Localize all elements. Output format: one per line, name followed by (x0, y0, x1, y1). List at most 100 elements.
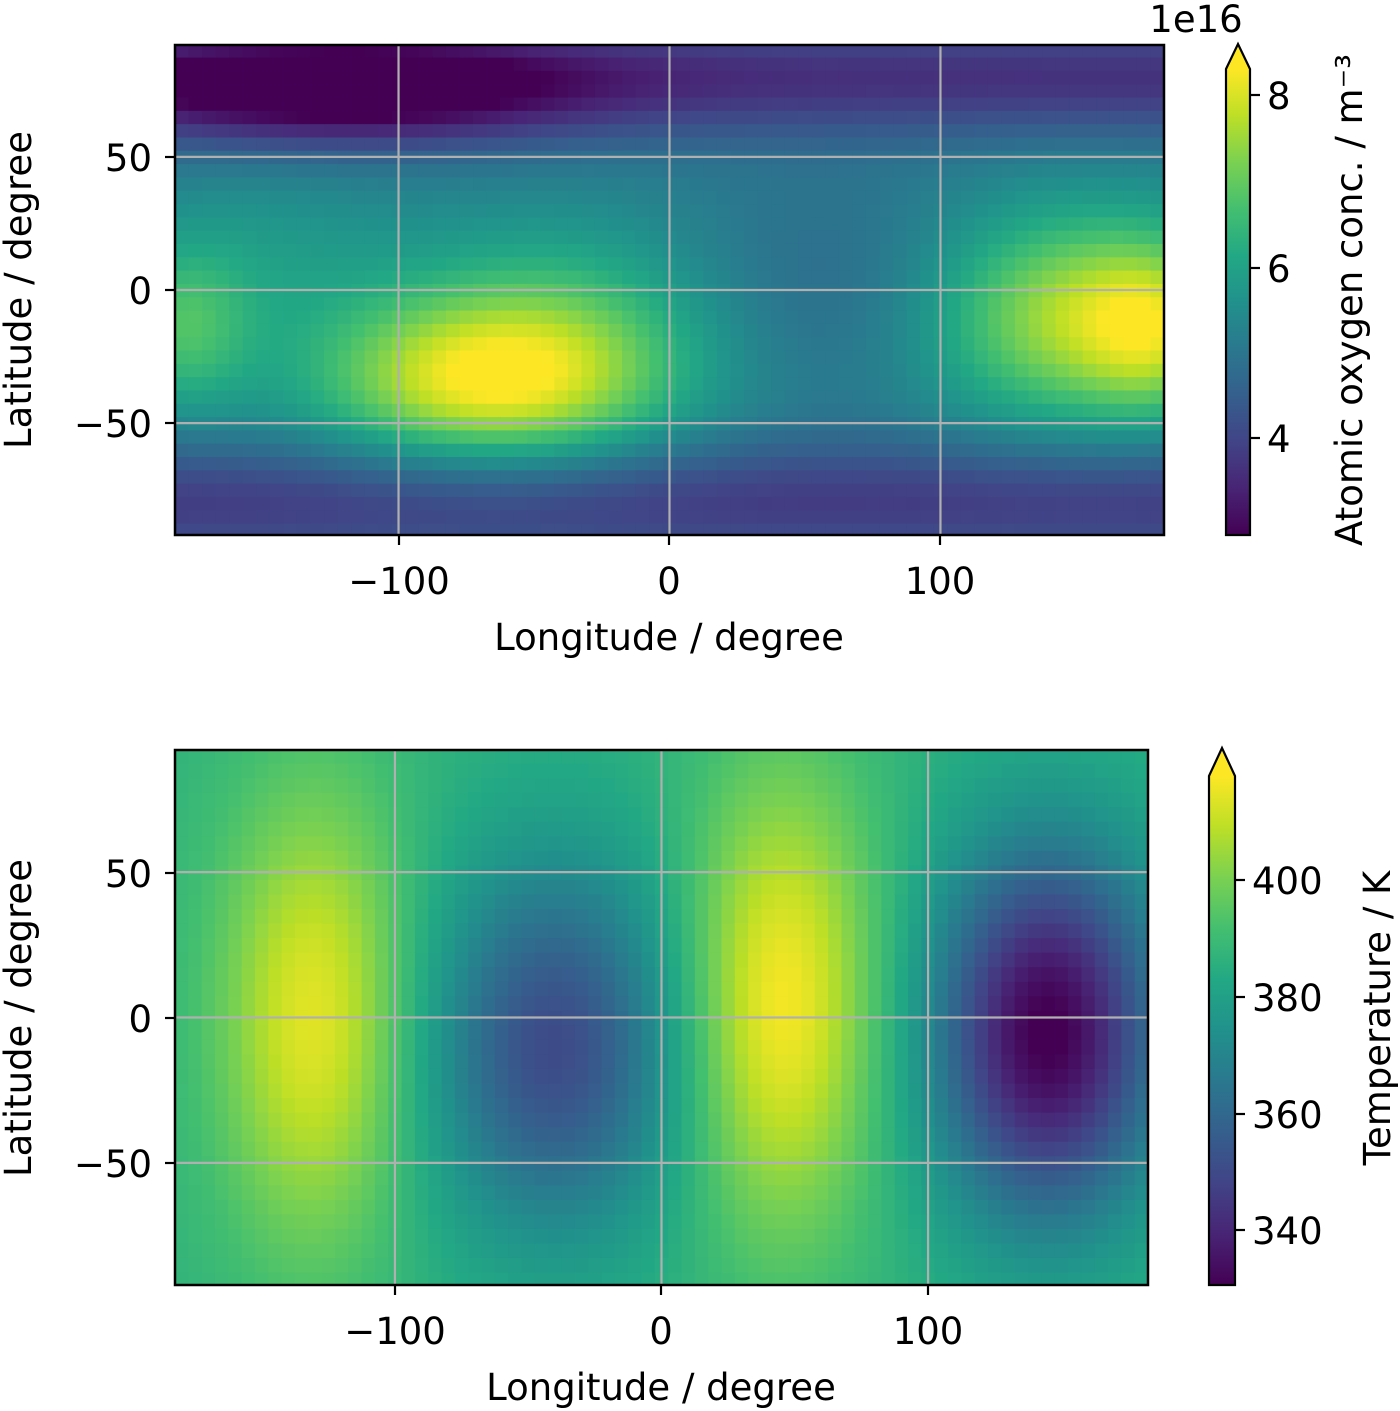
heatmap-cell (828, 821, 843, 837)
heatmap-cell (294, 1068, 309, 1084)
heatmap-cell (838, 376, 853, 391)
heatmap-cell (215, 136, 230, 151)
heatmap-cell (894, 1126, 909, 1142)
heatmap-cell (628, 1184, 643, 1200)
heatmap-cell (961, 750, 976, 764)
heatmap-cell (628, 1271, 643, 1286)
heatmap-cell (348, 1053, 363, 1069)
heatmap-cell (841, 893, 856, 910)
heatmap-cell (405, 389, 420, 404)
heatmap-cell (361, 966, 376, 982)
heatmap-cell (513, 256, 528, 271)
heatmap-cell (324, 389, 339, 404)
heatmap-cell (854, 981, 869, 997)
heatmap-cell (947, 469, 962, 484)
heatmap-cell (308, 1068, 323, 1084)
heatmap-cell (374, 1082, 389, 1099)
heatmap-cell (351, 296, 366, 311)
heatmap-cell (229, 456, 244, 471)
heatmap-cell (1150, 270, 1165, 284)
heatmap-cell (825, 123, 840, 138)
heatmap-cell (908, 981, 923, 997)
heatmap-cell (414, 806, 429, 822)
heatmap-cell (1136, 376, 1152, 391)
heatmap-cell (881, 1024, 896, 1040)
heatmap-cell (405, 363, 420, 378)
heatmap-cell (774, 1053, 789, 1069)
heatmap-cell (561, 835, 576, 851)
heatmap-cell (788, 1141, 803, 1157)
heatmap-cell (521, 1126, 536, 1142)
heatmap-cell (730, 456, 745, 471)
heatmap-cell (744, 123, 759, 138)
heatmap-cell (649, 96, 664, 111)
heatmap-cell (1001, 483, 1016, 497)
heatmap-cell (281, 1053, 296, 1069)
heatmap-cell (841, 1271, 856, 1286)
heatmap-cell (894, 908, 909, 924)
heatmap-cell (321, 1271, 336, 1286)
heatmap-cell (1136, 523, 1152, 536)
heatmap-cell (608, 296, 623, 311)
heatmap-cell (961, 981, 976, 997)
heatmap-cell (321, 893, 336, 910)
heatmap-cell (748, 835, 763, 851)
heatmap-cell (676, 389, 691, 404)
heatmap-cell (201, 750, 216, 764)
heatmap-cell (635, 483, 650, 497)
heatmap-cell (1150, 429, 1165, 444)
heatmap-cell (310, 349, 325, 364)
heatmap-cell (268, 821, 283, 837)
heatmap-cell (202, 190, 217, 205)
heatmap-cell (334, 879, 349, 895)
heatmap-cell (841, 1126, 856, 1142)
heatmap-cell (581, 523, 596, 536)
heatmap-cell (401, 1068, 416, 1084)
heatmap-cell (1136, 45, 1152, 58)
heatmap-cell (175, 1257, 189, 1273)
heatmap-cell (868, 1082, 883, 1099)
heatmap-cell (987, 56, 1003, 71)
heatmap-cell (974, 296, 989, 311)
heatmap-cell (348, 1097, 363, 1113)
heatmap-cell (1055, 523, 1070, 536)
heatmap-cell (814, 1228, 829, 1244)
heatmap-cell (418, 176, 434, 191)
heatmap-cell (676, 56, 691, 71)
heatmap-cell (1069, 230, 1084, 244)
heatmap-cell (828, 806, 843, 822)
colorbar-offset-text: 1e16 (1149, 0, 1242, 41)
heatmap-cell (668, 850, 683, 866)
heatmap-cell (548, 952, 563, 968)
heatmap-cell (364, 216, 379, 231)
heatmap-cell (414, 908, 429, 924)
heatmap-cell (228, 1271, 243, 1286)
heatmap-cell (841, 1024, 856, 1040)
heatmap-cell (628, 806, 643, 822)
heatmap-cell (708, 1126, 723, 1142)
heatmap-cell (1123, 96, 1138, 111)
heatmap-cell (361, 923, 376, 939)
heatmap-cell (348, 981, 363, 997)
heatmap-cell (401, 1184, 416, 1200)
heatmap-cell (188, 966, 203, 982)
heatmap-cell (1042, 176, 1057, 191)
heatmap-cell (308, 1111, 323, 1128)
heatmap-cell (561, 995, 576, 1011)
heatmap-cell (256, 443, 271, 458)
heatmap-cell (828, 1126, 843, 1142)
heatmap-cell (378, 296, 393, 311)
heatmap-cell (748, 1199, 763, 1215)
heatmap-cell (500, 336, 515, 351)
heatmap-cell (256, 456, 271, 471)
heatmap-cell (337, 389, 352, 404)
heatmap-cell (771, 256, 786, 271)
heatmap-cell (894, 792, 909, 808)
heatmap-cell (283, 96, 298, 111)
heatmap-cell (748, 1170, 763, 1186)
heatmap-cell (418, 190, 434, 205)
heatmap-cell (974, 523, 989, 536)
heatmap-cell (948, 1053, 962, 1069)
heatmap-cell (481, 1242, 496, 1258)
heatmap-cell (294, 1213, 309, 1229)
